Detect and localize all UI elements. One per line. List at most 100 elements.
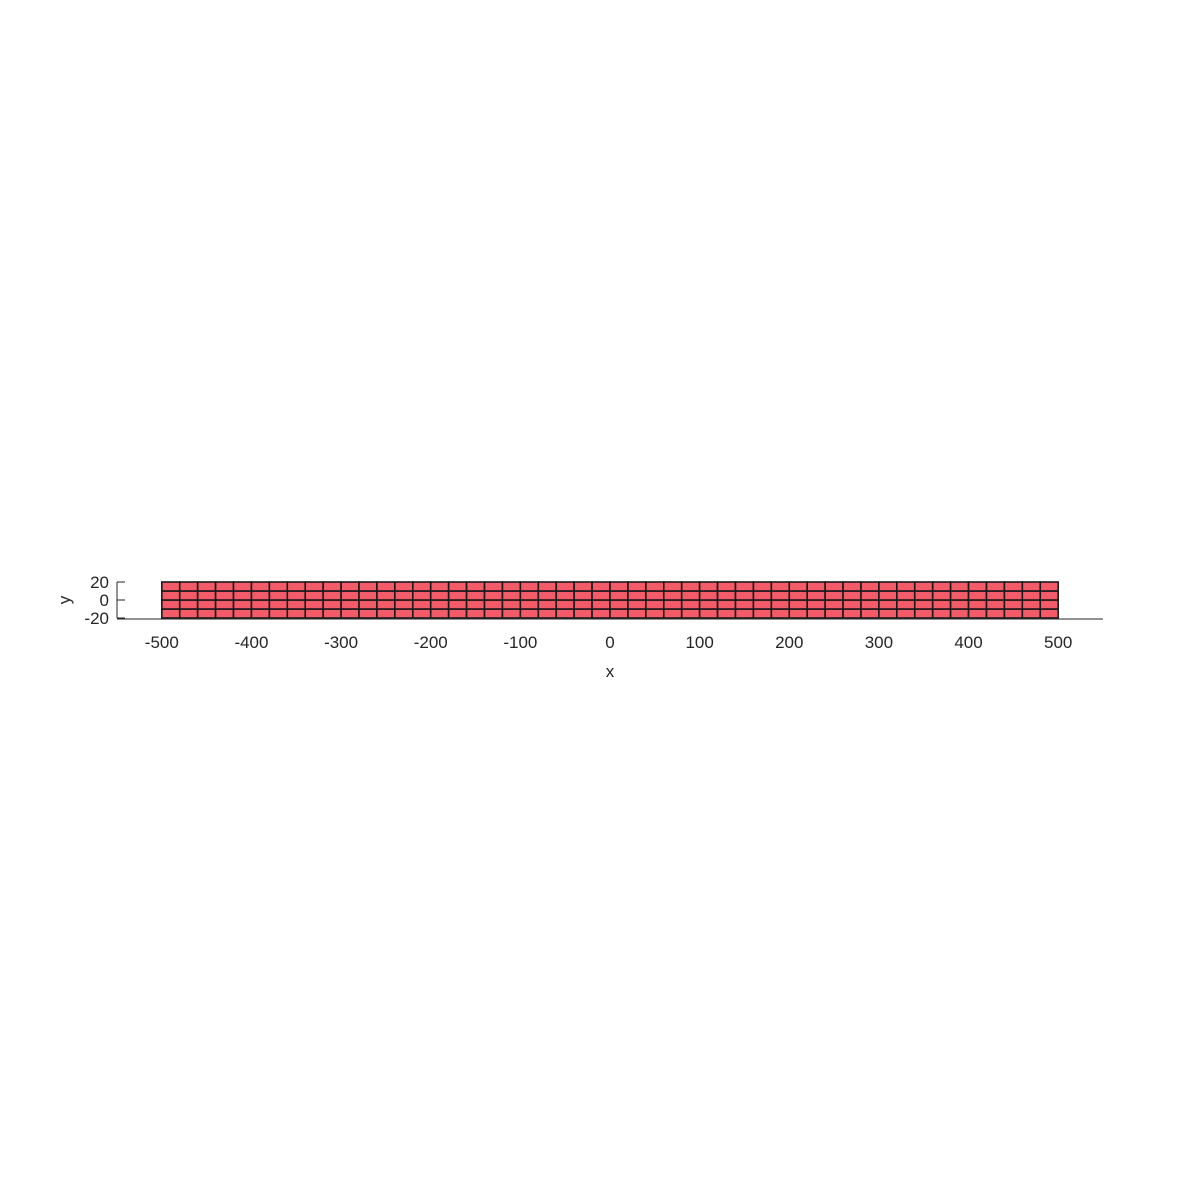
mesh-cell [591,599,611,610]
mesh-cell [394,590,414,601]
mesh-cell [896,581,916,592]
mesh-cell [537,590,558,601]
mesh-cell [788,608,808,619]
mesh-cell [752,581,773,592]
mesh-cell [501,590,522,601]
mesh-cell [824,581,844,592]
mesh-cell [931,590,952,601]
mesh-cell [896,599,916,610]
mesh-cell [322,590,342,601]
x-tick-label: -400 [234,633,268,652]
mesh-cell [770,581,791,592]
mesh-cell [860,599,880,610]
mesh-cell [340,581,360,592]
mesh-cell [304,590,324,601]
mesh-cell [949,581,970,592]
mesh-cell [645,581,665,592]
mesh-cell [662,608,683,619]
mesh-cell [483,581,504,592]
mesh-cell [250,608,271,619]
mesh-cell [196,590,217,601]
mesh-cell [304,581,324,592]
mesh-cell [680,590,701,601]
mesh-cell [680,599,701,610]
mesh-cell [788,599,808,610]
mesh-cell [878,608,898,619]
mesh-cell [716,608,737,619]
mesh-cell [788,590,808,601]
mesh-cell [1021,608,1042,619]
mesh-cell [806,599,826,610]
mesh-cell [394,581,414,592]
mesh-cell [376,608,396,619]
mesh-cell [429,590,450,601]
mesh-cell [878,599,898,610]
mesh-cell [1021,599,1042,610]
mesh-cell [447,608,468,619]
mesh-cell [734,608,755,619]
mesh-cell [465,608,486,619]
x-tick-label: -500 [145,633,179,652]
mesh-cell [394,608,414,619]
mesh-cell [1003,608,1024,619]
mesh-cell [268,608,289,619]
mesh-cell [465,590,486,601]
mesh-cell [358,581,378,592]
mesh-cell [698,590,719,601]
mesh-cell [214,581,235,592]
mesh-cell [519,608,540,619]
mesh-cell [931,581,952,592]
x-tick-label: 400 [954,633,982,652]
mesh-cell [896,590,916,601]
mesh-grid [161,581,1059,619]
mesh-cell [609,590,629,601]
mesh-cell [645,599,665,610]
x-tick-label: -300 [324,633,358,652]
mesh-cell [250,581,271,592]
mesh-cell [770,599,791,610]
mesh-cell [161,599,181,610]
mesh-cell [178,608,199,619]
x-tick-label: -200 [414,633,448,652]
mesh-cell [967,608,988,619]
mesh-cell [752,608,773,619]
mesh-cell [196,599,217,610]
mesh-cell [896,608,916,619]
mesh-cell [680,608,701,619]
mesh-cell [232,599,253,610]
mesh-cell [178,581,199,592]
mesh-cell [842,590,862,601]
mesh-cell [752,590,773,601]
mesh-cell [1039,599,1059,610]
mesh-cell [913,581,934,592]
mesh-cell [555,581,575,592]
mesh-cell [698,599,719,610]
mesh-cell [967,599,988,610]
mesh-cell [591,581,611,592]
mesh-cell [358,608,378,619]
mesh-cell [878,581,898,592]
mesh-cell [734,599,755,610]
mesh-cell [447,590,468,601]
mesh-cell [645,590,665,601]
mesh-cell [573,590,593,601]
mesh-cell [1021,590,1042,601]
mesh-cell [286,590,307,601]
mesh-cell [788,581,808,592]
axes: -500 -400 -300 -200 -100 0 100 200 300 400 500 -20… [55,573,1103,681]
mesh-cell [662,599,683,610]
x-tick-label: 300 [865,633,893,652]
mesh-cell [627,608,647,619]
mesh-cell [1039,608,1059,619]
mesh-cell [860,608,880,619]
mesh-cell [501,581,522,592]
mesh-cell [376,590,396,601]
y-tick-label: 20 [90,573,109,592]
mesh-cell [573,599,593,610]
mesh-cell [734,590,755,601]
mesh-cell [627,581,647,592]
mesh-cell [358,590,378,601]
mesh-cell [842,581,862,592]
mesh-cell [985,581,1006,592]
mesh-cell [662,581,683,592]
